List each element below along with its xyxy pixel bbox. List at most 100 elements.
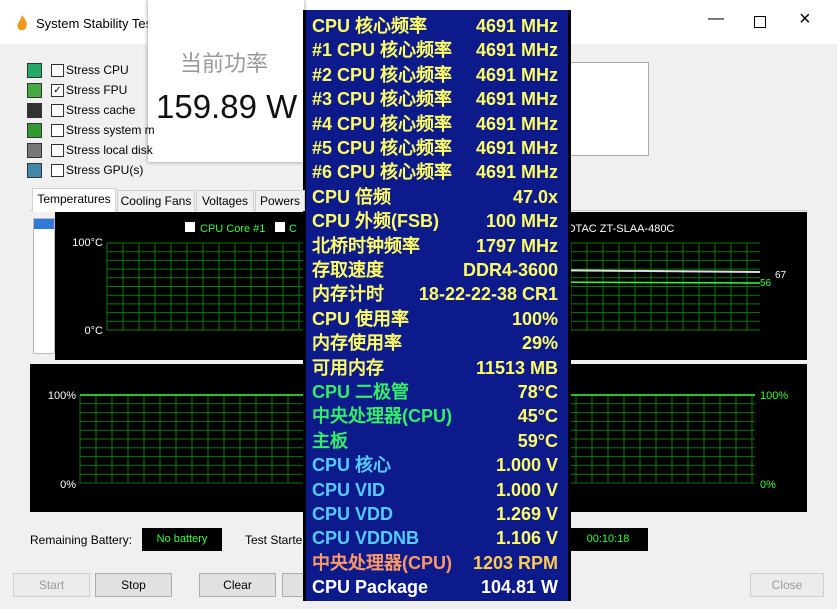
checkbox[interactable]	[51, 164, 64, 177]
osd-row: CPU 外频(FSB) 100 MHz	[312, 209, 558, 233]
tab[interactable]: Temperatures	[32, 188, 116, 212]
option-icon	[27, 123, 42, 138]
reading: 56	[760, 278, 772, 289]
osd-label: #3 CPU 核心频率	[312, 89, 453, 110]
osd-value: DDR4-3600	[462, 260, 558, 280]
power-value: 159.89 W	[156, 88, 298, 125]
osd-row: #3 CPU 核心频率 4691 MHz	[312, 87, 558, 111]
axis-label: 0%	[60, 479, 76, 491]
axis-label: 100%	[48, 390, 76, 402]
button[interactable]	[282, 573, 304, 597]
osd-value: 100%	[511, 308, 558, 329]
osd-value: 104.81 W	[480, 577, 558, 598]
osd-value: 1.106 V	[495, 528, 558, 549]
osd-label: #1 CPU 核心频率	[312, 40, 453, 61]
legend-label: OTAC ZT-SLAA-480C	[567, 223, 674, 235]
checkbox[interactable]	[51, 104, 64, 117]
battery-value: No battery	[142, 528, 222, 551]
osd-label: #5 CPU 核心频率	[312, 138, 453, 158]
sensor-list	[33, 218, 55, 354]
button[interactable]: Stop	[95, 573, 172, 597]
option-label[interactable]: Stress system m	[66, 123, 155, 137]
power-title: 当前功率	[180, 51, 269, 76]
osd-row: #6 CPU 核心频率 4691 MHz	[312, 160, 558, 184]
osd-value: 78°C	[517, 382, 558, 402]
checkbox[interactable]	[51, 64, 64, 77]
checkbox[interactable]: ✓	[51, 84, 64, 97]
osd-label: CPU 核心频率	[312, 16, 428, 36]
osd-value: 100 MHz	[485, 211, 558, 232]
osd-value: 4691 MHz	[475, 89, 558, 110]
app-icon	[17, 15, 27, 31]
osd-label: #2 CPU 核心频率	[312, 64, 453, 85]
button[interactable]: Clear	[199, 573, 276, 597]
osd-value: 11513 MB	[475, 357, 558, 378]
option-label[interactable]: Stress local disk	[66, 143, 153, 157]
osd-label: CPU VID	[312, 479, 386, 500]
osd-row: CPU 核心频率 4691 MHz	[312, 14, 558, 38]
osd-row: CPU 使用率 100%	[312, 307, 558, 331]
osd-label: CPU 使用率	[312, 308, 410, 329]
osd-label: 主板	[312, 430, 348, 451]
option-label[interactable]: Stress FPU	[66, 83, 128, 97]
osd-value: 18-22-22-38 CR1	[418, 284, 558, 305]
option-label[interactable]: Stress CPU	[66, 63, 129, 77]
osd-row: 可用内存 11513 MB	[312, 356, 558, 380]
osd-value: 59°C	[517, 430, 558, 451]
tab[interactable]: Cooling Fans	[117, 190, 195, 211]
osd-value: 4691 MHz	[475, 16, 558, 36]
osd-value: 1797 MHz	[475, 235, 558, 256]
tab[interactable]: Powers	[255, 190, 305, 211]
osd-row: 内存使用率 29%	[312, 331, 558, 355]
option-icon	[27, 63, 42, 78]
option-icon	[27, 83, 42, 98]
option-label[interactable]: Stress cache	[66, 103, 136, 117]
button[interactable]: Start	[13, 573, 90, 597]
osd-label: 中央处理器(CPU)	[312, 552, 452, 573]
osd-row: CPU VID 1.000 V	[312, 478, 558, 502]
osd-row: 主板 59°C	[312, 429, 558, 453]
option-label[interactable]: Stress GPU(s)	[66, 163, 144, 177]
close-window-button[interactable]: ×	[799, 8, 811, 30]
osd-value: 1.269 V	[495, 504, 558, 524]
osd-label: 北桥时钟频率	[312, 235, 420, 256]
osd-label: CPU VDDNB	[312, 528, 420, 549]
axis-label: 100°C	[72, 237, 103, 249]
elapsed-time: 00:10:18	[568, 528, 648, 551]
osd-row: CPU 倍频 47.0x	[312, 185, 558, 209]
osd-label: 内存计时	[312, 284, 384, 305]
osd-label: 存取速度	[312, 260, 384, 280]
minimize-button[interactable]: —	[708, 10, 724, 27]
osd-row: 北桥时钟频率 1797 MHz	[312, 234, 558, 258]
osd-row: 内存计时 18-22-22-38 CR1	[312, 282, 558, 306]
window-title: System Stability Tes	[36, 16, 153, 31]
osd-label: CPU 倍频	[312, 186, 392, 207]
osd-value: 1203 RPM	[472, 552, 558, 573]
osd-row: CPU 二极管 78°C	[312, 380, 558, 404]
osd-value: 1.000 V	[495, 479, 558, 500]
osd-value: 4691 MHz	[475, 113, 558, 134]
osd-row: CPU Package 104.81 W	[312, 575, 558, 599]
maximize-button[interactable]	[754, 16, 766, 28]
checkbox[interactable]	[51, 124, 64, 137]
button[interactable]: Close	[750, 573, 824, 597]
axis-label: 100%	[760, 390, 788, 402]
osd-value: 4691 MHz	[475, 64, 558, 85]
tab[interactable]: Voltages	[196, 190, 254, 211]
osd-row: 中央处理器(CPU) 45°C	[312, 404, 558, 428]
osd-label: 中央处理器(CPU)	[312, 406, 452, 427]
osd-label: #4 CPU 核心频率	[312, 113, 453, 134]
checkbox[interactable]	[51, 144, 64, 157]
option-icon	[27, 103, 42, 118]
legend-checkbox	[275, 222, 285, 232]
option-icon	[27, 163, 42, 178]
power-panel: 当前功率 159.89 W	[148, 0, 304, 162]
osd-value: 47.0x	[512, 186, 558, 207]
osd-row: CPU VDD 1.269 V	[312, 502, 558, 526]
osd-label: 内存使用率	[312, 333, 402, 354]
info-table	[565, 62, 649, 156]
osd-label: CPU Package	[312, 577, 429, 598]
osd-row: #1 CPU 核心频率 4691 MHz	[312, 38, 558, 62]
osd-value: 1.000 V	[495, 455, 558, 476]
